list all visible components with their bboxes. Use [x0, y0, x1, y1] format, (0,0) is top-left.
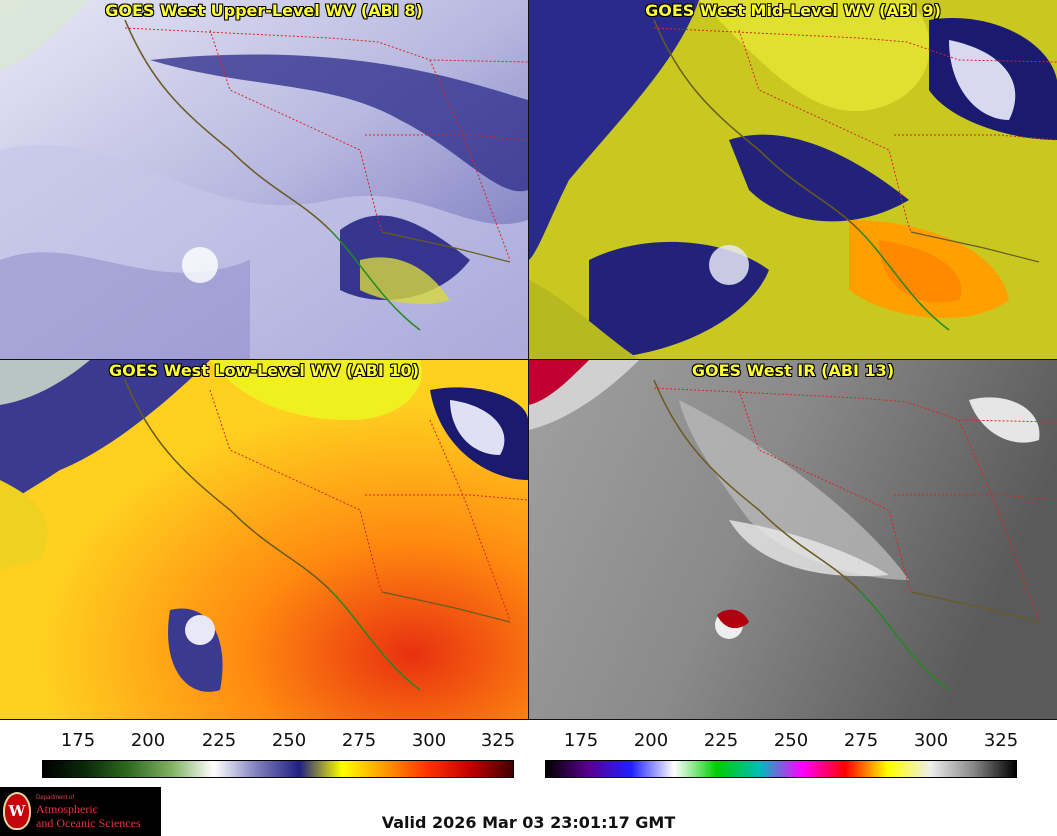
low-level-wv-image: [0, 360, 528, 719]
bottom-divider: [0, 719, 1057, 720]
ir-image: [529, 360, 1057, 719]
wv-colorbar-ticks: 175 200 225 250 275 300 325: [0, 730, 528, 751]
uw-seal-icon: W: [3, 792, 31, 830]
panel-title: GOES West Low-Level WV (ABI 10): [108, 361, 419, 380]
wv-tick: 300: [411, 730, 447, 751]
wv-colorbar: [42, 760, 514, 778]
ir-colorbar-ticks: 175 200 225 250 275 300 325: [529, 730, 1057, 751]
wv-tick: 250: [271, 730, 307, 751]
upper-level-wv-image: [0, 0, 528, 359]
wv-tick: 325: [480, 730, 516, 751]
wv-tick: 200: [130, 730, 166, 751]
ir-tick: 275: [843, 730, 879, 751]
ir-tick: 200: [633, 730, 669, 751]
panel-title: GOES West Upper-Level WV (ABI 8): [105, 1, 423, 20]
panel-title: GOES West Mid-Level WV (ABI 9): [645, 1, 941, 20]
logo-dept: Department of: [36, 795, 75, 801]
logo-line1: Atmospheric: [36, 802, 98, 816]
vertical-divider: [528, 0, 529, 720]
wv-tick: 175: [60, 730, 96, 751]
ir-tick: 250: [773, 730, 809, 751]
panel-upper-level-wv: GOES West Upper-Level WV (ABI 8): [0, 0, 528, 359]
panel-ir: GOES West IR (ABI 13): [529, 360, 1057, 719]
panel-title: GOES West IR (ABI 13): [691, 361, 895, 380]
aos-logo: W Department of Atmospheric and Oceanic …: [0, 787, 161, 836]
logo-line2: and Oceanic Sciences: [36, 816, 141, 830]
valid-time: Valid 2026 Mar 03 23:01:17 GMT: [381, 813, 676, 832]
panel-mid-level-wv: GOES West Mid-Level WV (ABI 9): [529, 0, 1057, 359]
wv-tick: 225: [201, 730, 237, 751]
panel-low-level-wv: GOES West Low-Level WV (ABI 10): [0, 360, 528, 719]
wv-tick: 275: [341, 730, 377, 751]
ir-tick: 300: [913, 730, 949, 751]
horizontal-divider: [0, 359, 1057, 360]
ir-tick: 225: [703, 730, 739, 751]
ir-colorbar: [545, 760, 1017, 778]
mid-level-wv-image: [529, 0, 1057, 359]
ir-tick: 325: [983, 730, 1019, 751]
ir-tick: 175: [563, 730, 599, 751]
